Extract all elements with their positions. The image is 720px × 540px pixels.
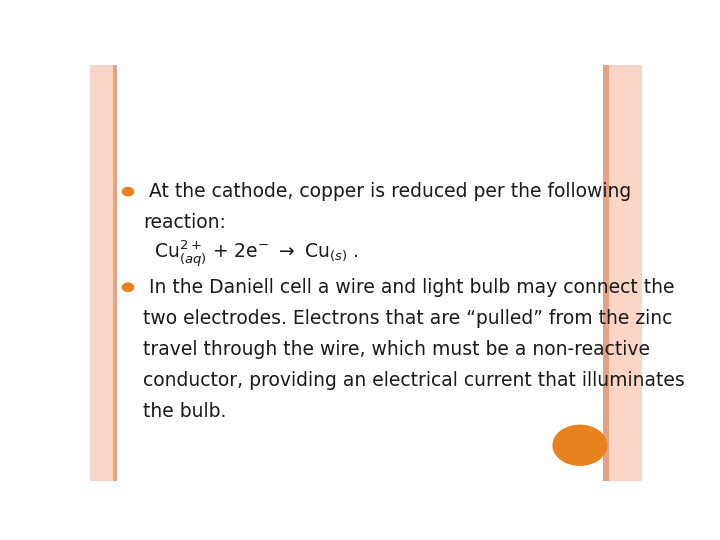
- Bar: [607, 65, 642, 481]
- Circle shape: [122, 187, 133, 196]
- Text: Cu$^{2+}_{(aq)}$ + 2e$^{-}$ $\rightarrow$ Cu$_{(s)}$ .: Cu$^{2+}_{(aq)}$ + 2e$^{-}$ $\rightarrow…: [154, 239, 359, 269]
- Text: the bulb.: the bulb.: [143, 402, 226, 422]
- Text: two electrodes. Electrons that are “pulled” from the zinc: two electrodes. Electrons that are “pull…: [143, 309, 672, 328]
- Text: reaction:: reaction:: [143, 213, 226, 232]
- Bar: [607, 65, 608, 481]
- Bar: [603, 65, 607, 481]
- Circle shape: [553, 426, 607, 465]
- Bar: [114, 65, 117, 481]
- Text: conductor, providing an electrical current that illuminates: conductor, providing an electrical curre…: [143, 372, 685, 390]
- Circle shape: [122, 283, 133, 292]
- Bar: [90, 65, 117, 481]
- Text: travel through the wire, which must be a non-reactive: travel through the wire, which must be a…: [143, 340, 650, 359]
- Text: In the Daniell cell a wire and light bulb may connect the: In the Daniell cell a wire and light bul…: [143, 278, 675, 297]
- Text: At the cathode, copper is reduced per the following: At the cathode, copper is reduced per th…: [143, 182, 631, 201]
